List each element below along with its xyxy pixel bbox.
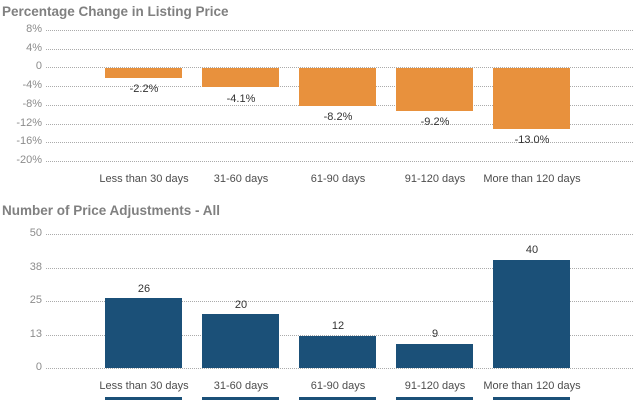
x-category-label: 31-60 days bbox=[213, 380, 269, 392]
y-tick: -8% bbox=[22, 98, 42, 110]
gridline bbox=[46, 124, 633, 125]
gridline bbox=[46, 49, 633, 50]
cutoff-bar-top bbox=[396, 397, 473, 400]
bar-value-label: -4.1% bbox=[226, 93, 256, 105]
bar-value-label: 20 bbox=[234, 299, 248, 311]
bar-value-label: 12 bbox=[331, 320, 345, 332]
y-tick: 0 bbox=[35, 60, 42, 72]
y-tick: 38 bbox=[29, 261, 42, 273]
bar-pct-91-120-days bbox=[396, 68, 473, 111]
gridline bbox=[46, 161, 633, 162]
x-category-label: 31-60 days bbox=[213, 173, 269, 185]
x-category-label: More than 120 days bbox=[483, 380, 581, 392]
x-category-label: 61-90 days bbox=[310, 380, 366, 392]
pct-change-chart-title: Percentage Change in Listing Price bbox=[2, 4, 229, 19]
bar-value-label: -13.0% bbox=[514, 134, 550, 146]
cutoff-bar-top bbox=[105, 397, 182, 400]
bar-pct-less-than-30-days bbox=[105, 68, 182, 78]
x-category-label: 91-120 days bbox=[404, 173, 466, 185]
x-category-label: Less than 30 days bbox=[99, 380, 189, 392]
bar-adj-31-60-days bbox=[202, 314, 279, 368]
bar-value-label: 9 bbox=[431, 328, 439, 340]
x-category-label: 91-120 days bbox=[404, 380, 466, 392]
gridline bbox=[46, 30, 633, 31]
y-tick: -4% bbox=[22, 79, 42, 91]
gridline bbox=[46, 268, 633, 269]
bar-value-label: -2.2% bbox=[129, 83, 159, 95]
bar-pct-31-60-days bbox=[202, 68, 279, 87]
y-tick: 50 bbox=[29, 227, 42, 239]
gridline bbox=[46, 142, 633, 143]
bar-value-label: -9.2% bbox=[420, 116, 450, 128]
bar-adj-more-than-120-days bbox=[493, 260, 570, 368]
y-tick: 0 bbox=[35, 361, 42, 373]
x-category-label: More than 120 days bbox=[483, 173, 581, 185]
gridline-zero bbox=[46, 368, 633, 369]
gridline bbox=[46, 301, 633, 302]
bar-value-label: 40 bbox=[525, 244, 539, 256]
bar-adj-61-90-days bbox=[299, 336, 376, 368]
bar-pct-more-than-120-days bbox=[493, 68, 570, 129]
y-tick: -20% bbox=[16, 154, 42, 166]
gridline-zero bbox=[46, 67, 633, 68]
x-category-label: Less than 30 days bbox=[99, 173, 189, 185]
gridline bbox=[46, 234, 633, 235]
cutoff-bar-top bbox=[202, 397, 279, 400]
bar-value-label: -8.2% bbox=[323, 111, 353, 123]
bar-adj-91-120-days bbox=[396, 344, 473, 368]
gridline bbox=[46, 335, 633, 336]
price-adjustments-chart-title: Number of Price Adjustments - All bbox=[2, 203, 221, 218]
y-tick: 13 bbox=[29, 328, 42, 340]
bar-adj-less-than-30-days bbox=[105, 298, 182, 368]
y-tick: -16% bbox=[16, 135, 42, 147]
cutoff-bar-top bbox=[493, 397, 570, 400]
x-category-label: 61-90 days bbox=[310, 173, 366, 185]
cutoff-bar-top bbox=[299, 397, 376, 400]
bar-pct-61-90-days bbox=[299, 68, 376, 106]
y-tick: -12% bbox=[16, 117, 42, 129]
bar-value-label: 26 bbox=[137, 283, 151, 295]
y-tick: 8% bbox=[26, 23, 42, 35]
y-tick: 4% bbox=[26, 42, 42, 54]
y-tick: 25 bbox=[29, 294, 42, 306]
